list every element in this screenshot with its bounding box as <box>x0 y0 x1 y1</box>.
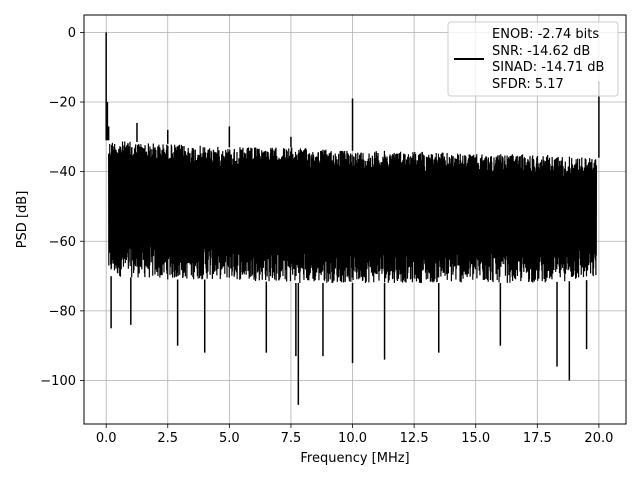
x-tick-label: 15.0 <box>461 431 490 446</box>
x-tick-label: 0.0 <box>96 431 117 446</box>
y-tick-label: −80 <box>49 304 76 319</box>
legend-sfdr: SFDR: 5.17 <box>492 77 564 92</box>
psd-series <box>105 32 600 405</box>
legend-sinad: SINAD: -14.71 dB <box>492 60 604 75</box>
legend: ENOB: -2.74 bits SNR: -14.62 dB SINAD: -… <box>447 21 619 97</box>
legend-enob: ENOB: -2.74 bits <box>492 27 599 42</box>
x-tick-label: 20.0 <box>584 431 613 446</box>
legend-box <box>447 21 619 97</box>
x-tick-label: 7.5 <box>281 431 302 446</box>
y-tick-label: −40 <box>49 165 76 180</box>
y-tick-label: 0 <box>68 26 76 41</box>
x-tick-label: 5.0 <box>219 431 240 446</box>
y-tick-label: −60 <box>49 235 76 250</box>
y-tick-label: −20 <box>49 96 76 111</box>
x-axis-label: Frequency [MHz] <box>300 451 409 466</box>
y-axis-ticks: 0 −20 −40 −60 −80 −100 <box>40 26 84 389</box>
x-tick-label: 10.0 <box>338 431 367 446</box>
plot-frame <box>83 14 627 425</box>
psd-noise-trace <box>108 141 598 283</box>
y-tick-label: −100 <box>40 374 76 389</box>
x-tick-label: 2.5 <box>157 431 178 446</box>
legend-snr: SNR: -14.62 dB <box>492 44 590 59</box>
x-tick-label: 17.5 <box>523 431 552 446</box>
x-tick-label: 12.5 <box>400 431 429 446</box>
x-axis-ticks: 0.0 2.5 5.0 7.5 10.0 12.5 15.0 17.5 20.0 <box>96 424 613 446</box>
y-axis-label: PSD [dB] <box>15 191 30 249</box>
